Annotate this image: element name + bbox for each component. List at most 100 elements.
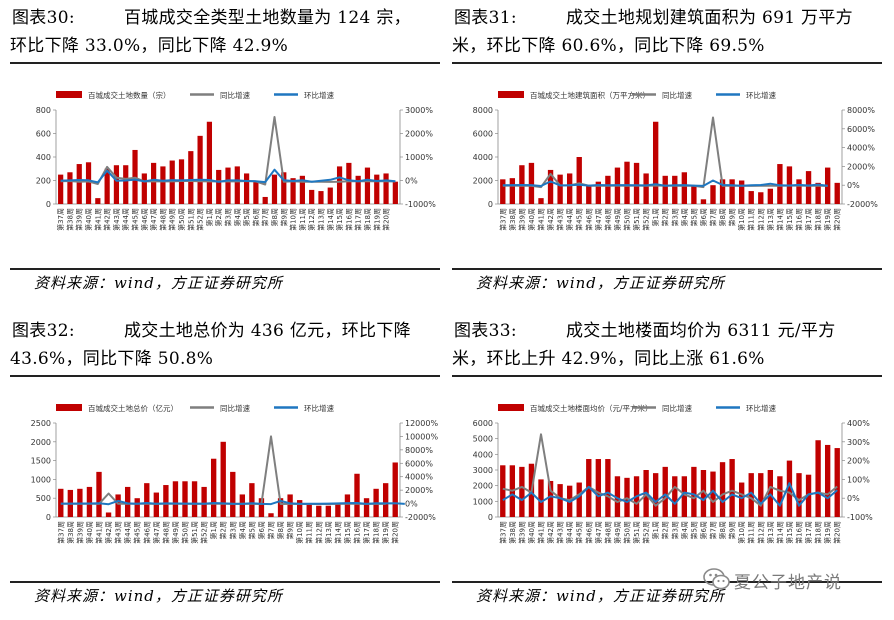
title-line1: 成交土地楼面均价为 6311 元/平方 [566, 321, 836, 341]
bar [528, 162, 535, 204]
x-tick-label: 第51周 [190, 521, 199, 544]
x-tick-label: 第5周 [242, 208, 251, 226]
bar [253, 181, 259, 204]
x-tick-label: 第47周 [152, 521, 161, 544]
bar [719, 179, 726, 204]
x-tick-label: 第51周 [632, 521, 641, 544]
top-rule [10, 375, 440, 377]
left-axis-tick-label: 4000 [473, 450, 493, 459]
legend-label-bar: 百城成交土地建筑面积（万平方米） [530, 90, 650, 100]
bar [163, 485, 169, 517]
x-tick-label: 第7周 [261, 208, 270, 226]
x-tick-label: 第38周 [66, 521, 75, 544]
bar [777, 476, 783, 517]
x-tick-label: 第42周 [546, 208, 555, 231]
chart-title: 图表33: 成交土地楼面均价为 6311 元/平方 米，环比上升 42.9%，同比… [452, 317, 882, 377]
bar [268, 513, 274, 517]
bar [243, 173, 250, 204]
x-tick-label: 第11周 [305, 521, 314, 544]
x-tick-label: 第49周 [171, 521, 180, 544]
x-tick-label: 第45周 [575, 521, 584, 544]
bar [748, 473, 754, 517]
bar [239, 494, 246, 517]
left-axis-tick-label: 0 [46, 513, 51, 522]
x-tick-label: 第42周 [546, 521, 555, 544]
bar [595, 459, 602, 517]
x-tick-label: 第44周 [565, 521, 574, 544]
x-tick-label: 第4周 [233, 208, 242, 226]
x-tick-label: 第48周 [161, 521, 170, 544]
right-axis-tick-label: 10000% [405, 432, 438, 441]
x-tick-label: 第1周 [205, 208, 214, 226]
x-tick-label: 第6周 [699, 208, 708, 226]
x-tick-label: 第7周 [709, 521, 718, 539]
bar [557, 484, 563, 517]
right-axis-tick-label: -2000% [405, 513, 436, 522]
bar [557, 174, 563, 204]
bar [309, 189, 315, 204]
legend-label-yoy: 同比增速 [662, 90, 692, 100]
x-tick-label: 第16周 [353, 521, 362, 544]
x-tick-label: 第8周 [718, 521, 727, 539]
x-tick-label: 第51周 [632, 208, 641, 231]
x-tick-label: 第46周 [140, 208, 149, 231]
bar [225, 167, 231, 204]
bar [652, 473, 659, 517]
left-axis-tick-label: 800 [36, 106, 51, 115]
bar [86, 486, 93, 517]
bar [383, 173, 389, 204]
legend-swatch-bar [56, 404, 82, 411]
bar [220, 441, 226, 517]
x-tick-label: 第14周 [775, 521, 784, 544]
right-axis-tick-label: 12000% [405, 419, 438, 428]
chart-svg: 百城成交土地总价（亿元） 同比增速 环比增速 2500 2000 1500 1000 500 0… [31, 403, 439, 544]
x-tick-label: 第17周 [362, 521, 371, 544]
legend-label-mom: 环比增速 [746, 90, 776, 100]
x-tick-label: 第46周 [142, 521, 151, 544]
x-tick-label: 第52周 [642, 208, 651, 231]
x-tick-label: 第9周 [279, 208, 288, 226]
x-tick-label: 第16周 [344, 208, 353, 231]
bar [392, 462, 398, 517]
chart-title: 图表30: 百城成交全类型土地数量为 124 宗， 环比下降 33.0%，同比下降… [10, 4, 440, 64]
bar [576, 482, 582, 517]
x-tick-label: 第15周 [785, 521, 794, 544]
bar [624, 161, 630, 204]
bar [834, 182, 840, 204]
mom-line [502, 482, 838, 507]
bar [758, 192, 764, 204]
x-tick-label: 第3周 [670, 521, 679, 539]
x-tick-label: 第12周 [314, 521, 323, 544]
x-tick-label: 第2周 [661, 208, 670, 226]
x-tick-label: 第14周 [775, 208, 784, 231]
bar [652, 121, 659, 204]
right-axis-tick-label: 8000% [405, 446, 433, 455]
source-note: 资料来源：wind，方正证券研究所 [476, 274, 725, 292]
x-tick-label: 第40周 [527, 521, 536, 544]
left-axis-tick-label: 2000 [473, 482, 493, 491]
bar [124, 486, 131, 517]
bar [216, 169, 222, 204]
x-tick-label: 第12周 [756, 208, 765, 231]
x-tick-label: 第43周 [556, 208, 565, 231]
bar [796, 179, 802, 204]
x-tick-label: 第42周 [104, 521, 113, 544]
x-tick-label: 第48周 [603, 521, 612, 544]
bar [335, 503, 341, 517]
x-tick-label: 第13周 [316, 208, 325, 231]
title-line2: 43.6%，同比下降 50.8% [10, 349, 214, 369]
right-axis-tick-label: 6000% [847, 125, 875, 134]
bar [643, 173, 649, 204]
x-tick-label: 第43周 [112, 208, 121, 231]
bar [700, 199, 707, 204]
legend-label-yoy: 同比增速 [662, 403, 692, 413]
x-tick-label: 第19周 [823, 521, 832, 544]
x-tick-label: 第15周 [785, 208, 794, 231]
bar [633, 162, 640, 204]
x-tick-label: 第1周 [209, 521, 218, 539]
bar [719, 462, 726, 517]
x-tick-label: 第45周 [131, 208, 140, 231]
x-tick-label: 第44周 [121, 208, 130, 231]
bar [316, 505, 322, 517]
bar [662, 466, 668, 517]
